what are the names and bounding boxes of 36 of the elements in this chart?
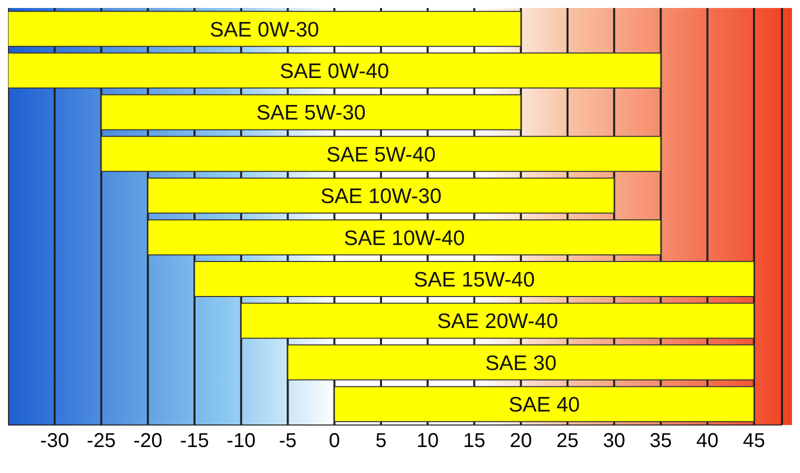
- x-tick-label: 45: [742, 430, 766, 452]
- x-tick-label: -5: [278, 430, 297, 452]
- bar: [194, 261, 755, 298]
- bar: [334, 386, 755, 422]
- x-tick-label: 20: [510, 430, 532, 452]
- x-tick-label: -30: [40, 430, 70, 452]
- bar: [147, 178, 615, 214]
- x-tick-label: -25: [86, 430, 116, 452]
- y-tick-label: SAE 5W-30: [256, 102, 366, 125]
- bar: [100, 94, 522, 130]
- y-tick-label: SAE 5W-40: [326, 143, 436, 166]
- x-tick-label: 30: [603, 430, 626, 452]
- x-tick-label: -10: [226, 430, 256, 452]
- y-tick-label: SAE 0W-30: [210, 18, 320, 42]
- y-tick-label: SAE 40: [508, 394, 580, 417]
- y-tick-label: SAE 10W-40: [344, 226, 465, 250]
- x-tick-label: 25: [556, 430, 579, 452]
- y-tick-label: SAE 0W-40: [280, 60, 390, 83]
- x-tick-label: -20: [133, 430, 162, 452]
- x-tick-label: 35: [650, 430, 672, 452]
- bar: [287, 344, 755, 380]
- bar: [8, 52, 662, 89]
- y-tick-label: SAE 10W-30: [320, 185, 442, 208]
- bar: [8, 10, 522, 47]
- bar: [100, 136, 662, 172]
- bar: [240, 302, 755, 339]
- x-tick-label: 10: [416, 430, 439, 452]
- x-tick-label: 0: [328, 430, 340, 452]
- bar: [147, 219, 662, 256]
- y-tick-label: SAE 15W-40: [414, 268, 535, 292]
- y-tick-label: SAE 30: [485, 352, 556, 375]
- y-tick-label: SAE 20W-40: [437, 310, 558, 334]
- x-tick-label: 15: [463, 430, 486, 452]
- x-tick-label: 5: [375, 430, 387, 452]
- x-tick-label: 40: [696, 430, 719, 452]
- x-tick-label: -15: [180, 430, 209, 452]
